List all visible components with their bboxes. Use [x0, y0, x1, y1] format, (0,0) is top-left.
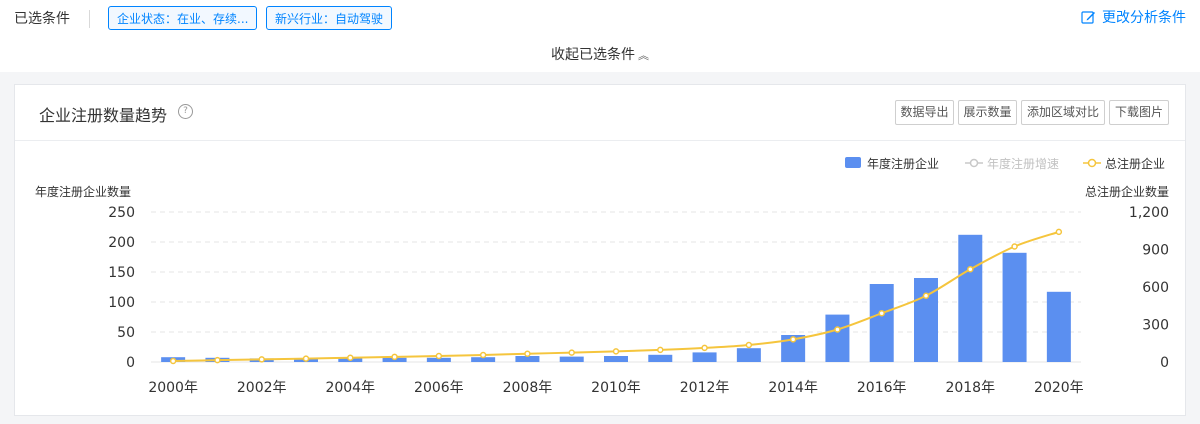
bar [471, 357, 496, 362]
line-point [967, 266, 974, 273]
line-point [435, 352, 443, 360]
y-axis-label-left: 年度注册企业数量 [35, 184, 131, 199]
filter-bar: 已选条件 企业状态：在业、存续... 新兴行业：自动驾驶 更改分析条件 收起已选… [0, 0, 1200, 72]
filter-tag-status[interactable]: 企业状态：在业、存续... [108, 6, 258, 30]
y-tick-right: 600 [1142, 280, 1169, 296]
show-count-button[interactable]: 展示数量 [958, 100, 1017, 125]
legend-annual: 年度注册企业 [867, 156, 939, 171]
collapse-conditions-toggle[interactable]: 收起已选条件 ︽ [0, 44, 1200, 64]
y-tick-left: 100 [108, 295, 135, 311]
x-tick-label: 2018年 [945, 380, 995, 396]
bar [958, 234, 983, 362]
line-point [479, 351, 487, 359]
line-point [1055, 228, 1063, 236]
line-point [701, 344, 708, 352]
line-point [169, 357, 177, 365]
line-point [1011, 243, 1018, 250]
x-tick-label: 2006年 [414, 380, 464, 396]
line-point [347, 354, 354, 361]
legend-marker-total [1087, 158, 1097, 168]
line-point [922, 292, 930, 299]
divider [89, 10, 90, 28]
bar [825, 314, 850, 362]
line-point [612, 348, 620, 355]
bar [648, 354, 673, 362]
y-tick-left: 150 [108, 265, 135, 281]
y-tick-left: 50 [117, 325, 135, 341]
legend-total: 总注册企业 [1105, 156, 1165, 171]
line-point [657, 346, 664, 354]
x-tick-label: 2020年 [1034, 380, 1084, 396]
edit-icon [1081, 10, 1095, 24]
x-tick-label: 2016年 [857, 380, 907, 396]
y-tick-left: 250 [108, 205, 135, 221]
legend-marker-growth [969, 158, 979, 168]
x-tick-label: 2002年 [237, 380, 287, 396]
y-tick-left: 0 [126, 355, 135, 371]
line-point [214, 356, 221, 364]
bar [869, 284, 894, 362]
filter-tag-industry[interactable]: 新兴行业：自动驾驶 [266, 6, 393, 30]
card-title: 企业注册数量趋势 [39, 106, 168, 125]
registration-trend-chart: 250 200 150 100 50 0 1,200 900 600 300 0 年度注册企业数量 总注… [35, 156, 1169, 396]
help-icon[interactable]: ? [178, 104, 193, 119]
line-point [391, 353, 398, 361]
bar [692, 352, 717, 362]
x-tick-label: 2004年 [325, 380, 375, 396]
y-tick-right: 300 [1142, 318, 1169, 334]
x-tick-label: 2010年 [591, 380, 641, 396]
y-tick-right: 900 [1142, 243, 1169, 259]
line-point [302, 355, 310, 362]
bar [604, 356, 628, 362]
chevron-up-icon: ︽ [638, 49, 649, 62]
line-point [568, 349, 575, 356]
y-axis-label-right: 总注册企业数量 [1085, 184, 1169, 199]
line-point [878, 310, 885, 317]
legend-growth: 年度注册增速 [987, 156, 1059, 171]
bar [736, 348, 761, 362]
export-data-button[interactable]: 数据导出 [895, 100, 954, 125]
y-tick-left: 200 [108, 235, 135, 251]
line-point [745, 341, 753, 349]
bar [426, 357, 451, 362]
trend-card: 企业注册数量趋势 ? 数据导出 展示数量 添加区域对比 下载图片 250 200 1… [14, 84, 1186, 416]
bar [1046, 291, 1071, 362]
x-tick-label: 2012年 [680, 380, 730, 396]
line-point [789, 336, 797, 343]
edit-conditions-label: 更改分析条件 [1102, 10, 1186, 26]
collapse-label: 收起已选条件 [551, 47, 635, 63]
line-point [258, 356, 265, 363]
bar [1002, 252, 1027, 362]
x-tick-label: 2008年 [503, 380, 553, 396]
bar [515, 356, 540, 362]
add-region-compare-button[interactable]: 添加区域对比 [1021, 100, 1105, 125]
line-point [834, 326, 841, 333]
download-image-button[interactable]: 下载图片 [1109, 100, 1169, 125]
y-tick-right: 1,200 [1129, 205, 1169, 221]
selected-conditions-label: 已选条件 [14, 11, 70, 27]
x-tick-label: 2000年 [148, 380, 198, 396]
x-tick-label: 2014年 [768, 380, 818, 396]
y-tick-right: 0 [1160, 355, 1169, 371]
line-point [524, 350, 531, 357]
card-header: 企业注册数量趋势 ? 数据导出 展示数量 添加区域对比 下载图片 [15, 85, 1185, 141]
edit-conditions-button[interactable]: 更改分析条件 [1081, 7, 1186, 27]
bar [559, 356, 584, 362]
legend-swatch-bar [845, 157, 861, 168]
